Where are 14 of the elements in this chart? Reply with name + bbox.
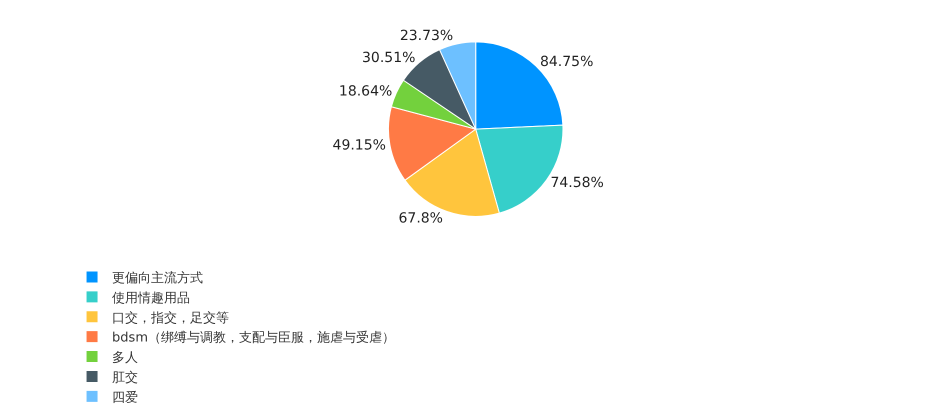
legend-label: 肛交 [112, 370, 138, 386]
data-label: 18.64% [338, 84, 392, 100]
data-label: 84.75% [540, 54, 594, 70]
legend-label: bdsm（绑缚与调教，支配与臣服，施虐与受虐） [112, 330, 396, 346]
legend-label: 四爱 [112, 390, 138, 406]
data-label: 74.58% [550, 174, 604, 191]
data-label: 49.15% [332, 137, 386, 154]
legend-label: 更偏向主流方式 [112, 270, 204, 286]
legend-label: 口交，指交，足交等 [112, 310, 230, 326]
legend-label: 多人 [112, 350, 138, 366]
legend-label: 使用情趣用品 [112, 290, 190, 306]
data-label: 30.51% [362, 50, 416, 66]
data-label: 67.8% [398, 210, 443, 227]
data-label: 23.73% [400, 28, 454, 44]
